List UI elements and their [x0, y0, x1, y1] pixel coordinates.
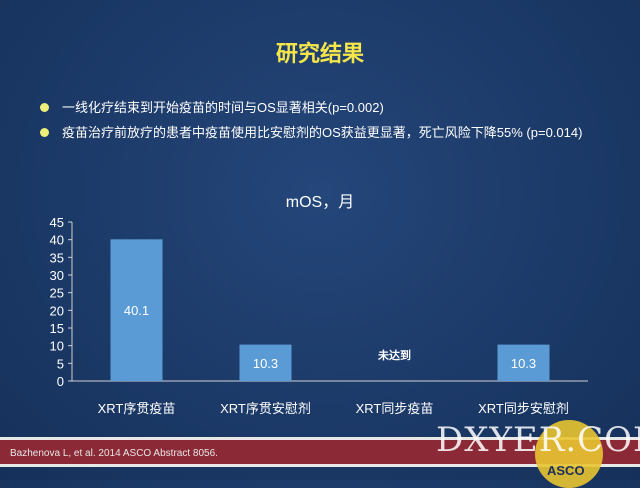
y-tick-label: 20 [50, 303, 64, 318]
asco-logo: ASCO [535, 420, 603, 488]
y-tick-label: 30 [50, 268, 64, 283]
citation: Bazhenova L, et al. 2014 ASCO Abstract 8… [10, 448, 218, 459]
watermark: DXYER.COM [436, 420, 640, 460]
bullet-dot-icon [40, 128, 49, 137]
y-tick-label: 0 [57, 374, 64, 389]
data-label: 40.1 [124, 303, 149, 318]
y-tick-label: 40 [50, 233, 64, 248]
bullet-text: 一线化疗结束到开始疫苗的时间与OS显著相关(p=0.002) [62, 100, 384, 115]
footer-band: Bazhenova L, et al. 2014 ASCO Abstract 8… [0, 437, 640, 467]
bullet-item: 一线化疗结束到开始疫苗的时间与OS显著相关(p=0.002) [38, 98, 618, 117]
data-label: 10.3 [511, 356, 536, 371]
x-tick-label: XRT同步疫苗 [356, 401, 434, 416]
y-tick-label: 15 [50, 321, 64, 336]
bar [239, 344, 292, 381]
bullet-dot-icon [40, 103, 49, 112]
x-tick-label: XRT序贯疫苗 [98, 401, 176, 416]
y-tick-label: 35 [50, 250, 64, 265]
x-tick-label: XRT同步安慰剂 [478, 401, 569, 416]
bullet-item: 疫苗治疗前放疗的患者中疫苗使用比安慰剂的OS获益更显著，死亡风险下降55% (p… [38, 123, 618, 142]
chart-title: mOS，月 [285, 194, 355, 211]
y-tick-label: 5 [57, 356, 64, 371]
y-tick-label: 45 [50, 215, 64, 230]
logo-text: ASCO [547, 463, 585, 478]
y-tick-label: 25 [50, 286, 64, 301]
x-tick-label: XRT序贯安慰剂 [220, 401, 311, 416]
bar [110, 239, 163, 381]
y-tick-label: 10 [50, 339, 64, 354]
bar [497, 344, 550, 381]
data-label: 10.3 [253, 356, 278, 371]
bullet-text: 疫苗治疗前放疗的患者中疫苗使用比安慰剂的OS获益更显著，死亡风险下降55% (p… [62, 125, 583, 140]
bullet-list: 一线化疗结束到开始疫苗的时间与OS显著相关(p=0.002) 疫苗治疗前放疗的患… [38, 98, 618, 148]
slide-title: 研究结果 [275, 41, 364, 66]
data-label: 未达到 [377, 348, 411, 362]
